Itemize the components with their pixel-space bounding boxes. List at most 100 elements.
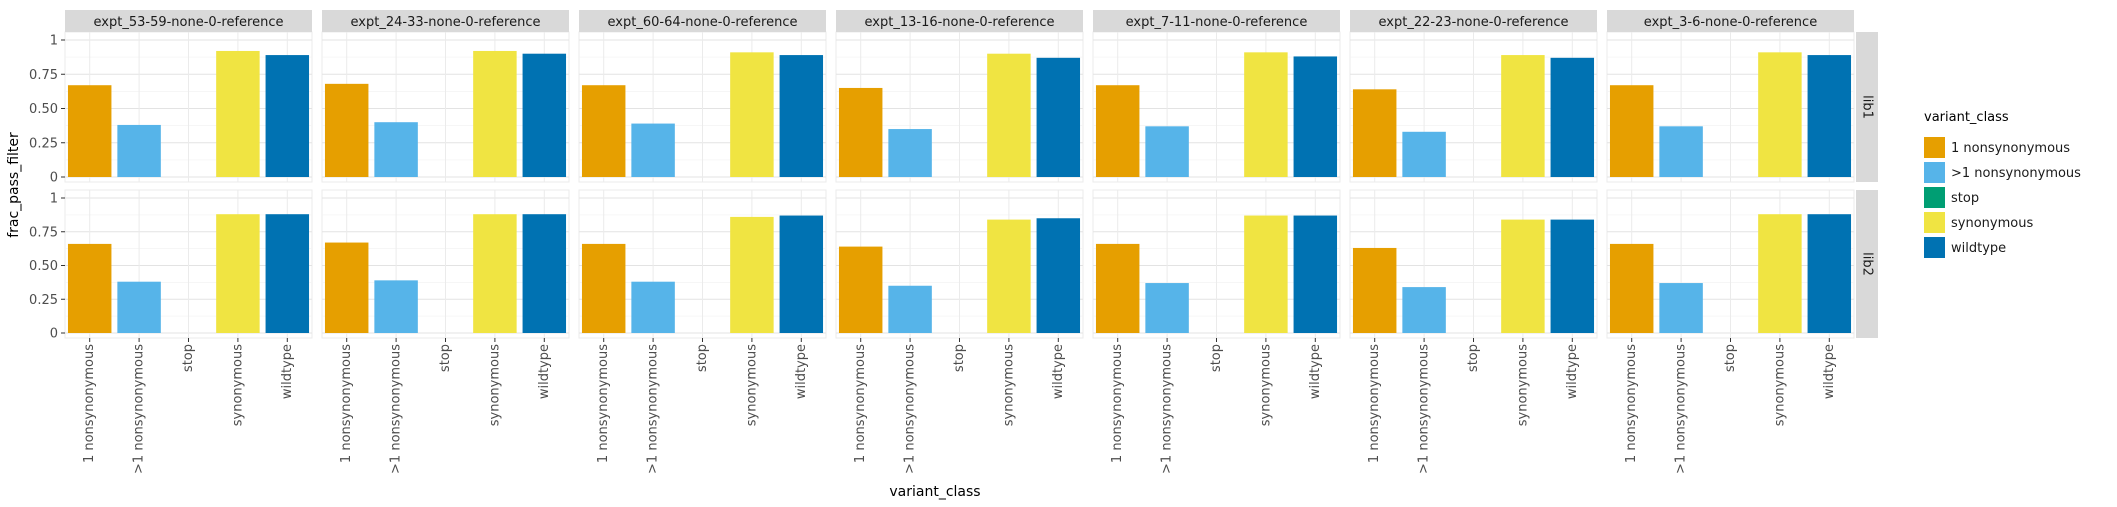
bar (1758, 214, 1802, 333)
facet-strip-row (1856, 32, 1878, 182)
y-tick-label: 0.75 (29, 225, 58, 240)
facet-strip-col (836, 10, 1083, 32)
axis-layer: 0 0.25 0.50 0.75 1 0 0.25 0.50 0.75 1 1 nonsynonym… (29, 34, 1837, 474)
x-tick-label: synonymous (230, 344, 245, 426)
bar (374, 280, 418, 333)
bar (888, 129, 932, 177)
facet-strip-col-label: expt_22-23-none-0-reference (1379, 15, 1569, 30)
bar (473, 50, 517, 177)
x-tick-label: 1 nonsynonymous (596, 344, 611, 463)
x-tick-label: wildtype (1565, 344, 1580, 399)
x-tick-label: >1 nonsynonymous (646, 344, 661, 474)
x-tick-label: >1 nonsynonymous (1160, 344, 1175, 474)
bar (374, 122, 418, 177)
y-tick-label: 0.25 (29, 293, 58, 308)
facet-strip-row (1856, 190, 1878, 338)
facet-strip-col-label: expt_60-64-none-0-reference (608, 15, 798, 30)
x-tick-label: stop (1723, 344, 1738, 372)
x-tick-label: 1 nonsynonymous (853, 344, 868, 463)
legend-swatch (1924, 137, 1945, 158)
x-tick-label: 1 nonsynonymous (1110, 344, 1125, 463)
x-axis-title: variant_class (889, 484, 980, 500)
bar (730, 216, 774, 333)
bar (1293, 215, 1338, 333)
bar (1501, 219, 1545, 333)
x-tick-label: stop (1209, 344, 1224, 372)
bar (67, 85, 112, 177)
x-tick-label: wildtype (537, 344, 552, 399)
bar (1145, 126, 1189, 177)
legend-swatch (1924, 237, 1945, 258)
x-tick-label: synonymous (744, 344, 759, 426)
x-tick-label: 1 nonsynonymous (1624, 344, 1639, 463)
x-tick-label: wildtype (1822, 344, 1837, 399)
bar (1659, 283, 1703, 333)
x-tick-label: >1 nonsynonymous (389, 344, 404, 474)
bar (324, 242, 369, 333)
bar (838, 246, 883, 333)
legend-label: wildtype (1951, 241, 2006, 256)
x-tick-label: synonymous (487, 344, 502, 426)
x-tick-label: wildtype (280, 344, 295, 399)
bar (1244, 215, 1288, 333)
y-tick-label: 0 (50, 171, 58, 186)
bar (522, 214, 567, 333)
bar (1036, 218, 1081, 333)
facet-strip-col-label: expt_7-11-none-0-reference (1126, 15, 1308, 30)
bar (1036, 57, 1081, 178)
x-tick-label: 1 nonsynonymous (339, 344, 354, 463)
y-tick-label: 0.50 (29, 259, 58, 274)
strip-layer: expt_53-59-none-0-reference expt_24-33-no… (65, 10, 1878, 338)
y-tick-label: 1 (50, 192, 58, 207)
bar (1609, 85, 1654, 177)
facet-strip-col (579, 10, 826, 32)
bar (888, 285, 932, 333)
bar (987, 219, 1031, 333)
y-tick-label: 0.25 (29, 136, 58, 151)
bar (1352, 89, 1397, 177)
legend-swatch (1924, 212, 1945, 233)
x-tick-label: >1 nonsynonymous (1674, 344, 1689, 474)
bar (324, 83, 369, 177)
x-tick-label: stop (438, 344, 453, 372)
legend-label: >1 nonsynonymous (1951, 166, 2081, 181)
x-tick-label: synonymous (1258, 344, 1273, 426)
x-tick-label: stop (181, 344, 196, 372)
bar (265, 55, 310, 177)
x-tick-label: >1 nonsynonymous (1417, 344, 1432, 474)
bar (779, 215, 824, 333)
bar (631, 281, 675, 333)
bar (987, 53, 1031, 178)
bar (838, 87, 883, 177)
bar (522, 53, 567, 178)
bar (1095, 243, 1140, 333)
bar (1402, 131, 1446, 177)
legend-label: stop (1951, 191, 1979, 206)
bar (473, 214, 517, 333)
bar (779, 55, 824, 177)
y-tick-label: 0.75 (29, 68, 58, 83)
bar (1550, 57, 1595, 178)
bar (1609, 243, 1654, 333)
bar (631, 123, 675, 177)
facet-strip-col (1607, 10, 1854, 32)
legend-label: synonymous (1951, 216, 2033, 231)
bar (1807, 214, 1852, 333)
x-tick-label: synonymous (1001, 344, 1016, 426)
y-tick-label: 1 (50, 34, 58, 49)
x-tick-label: 1 nonsynonymous (1367, 344, 1382, 463)
bar (1807, 55, 1852, 177)
bar (1659, 126, 1703, 177)
x-tick-label: synonymous (1515, 344, 1530, 426)
bar (1501, 55, 1545, 177)
bar (117, 124, 161, 177)
bar (581, 243, 626, 333)
bar (1758, 52, 1802, 177)
bar (1244, 52, 1288, 177)
x-tick-label: stop (952, 344, 967, 372)
facet-strip-col-label: expt_13-16-none-0-reference (865, 15, 1055, 30)
bar (1145, 283, 1189, 333)
y-axis-title: frac_pass_filter (6, 132, 22, 238)
bar (1352, 247, 1397, 333)
